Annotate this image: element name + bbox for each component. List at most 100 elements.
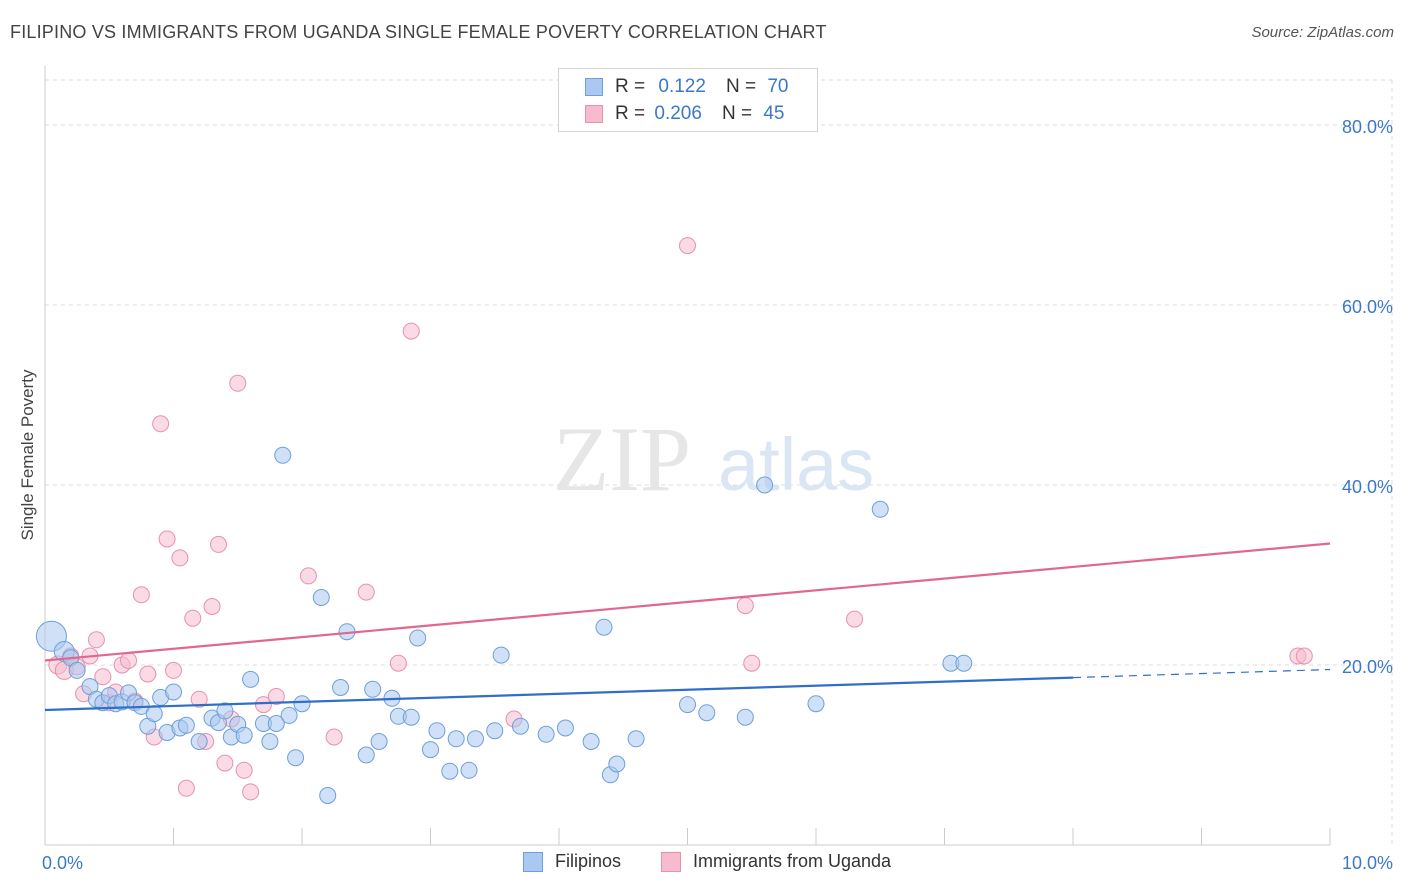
n-label: N = [725, 76, 757, 97]
filipinos-point [556, 719, 574, 737]
filipinos-point [216, 702, 234, 720]
filipinos-point [242, 670, 260, 688]
filipinos-point [537, 725, 555, 743]
filipinos-point [332, 679, 350, 696]
filipinos-point [293, 695, 311, 713]
filipinos-point [280, 706, 298, 724]
filipinos-point [466, 730, 484, 748]
series-filipinos-points [35, 446, 973, 804]
filipinos-point [165, 683, 182, 701]
axes [44, 66, 1331, 846]
uganda-point [87, 631, 105, 649]
filipinos-point [422, 741, 439, 759]
uganda-point [242, 783, 260, 801]
uganda-point [743, 654, 761, 672]
trendlines [44, 542, 1331, 712]
uganda-point [184, 609, 202, 627]
uganda-point [203, 598, 221, 615]
filipinos-point [402, 708, 420, 726]
filipinos-point [511, 717, 529, 735]
source-note: Source: ZipAtlas.com [1251, 24, 1394, 41]
filipinos-point [460, 761, 478, 779]
series-legend: Filipinos Immigrants from Uganda [0, 851, 1406, 877]
uganda-point [229, 374, 247, 392]
uganda-point [171, 549, 189, 567]
legend-swatch-filipinos [523, 851, 543, 872]
filipinos-point [428, 722, 446, 740]
filipinos-point [807, 695, 825, 713]
filipinos-point [287, 749, 305, 767]
tick-labels: 20.0% 40.0% 60.0% 80.0% 0.0% 10.0% [42, 117, 1393, 873]
filipinos-point [370, 733, 388, 750]
chart-title: FILIPINO VS IMMIGRANTS FROM UGANDA SINGL… [10, 22, 827, 42]
filipinos-point [608, 755, 626, 773]
filipinos-point [441, 762, 459, 780]
filipinos-point [871, 500, 889, 518]
filipinos-point [486, 722, 504, 740]
filipinos-point [364, 680, 382, 698]
y-tick-label: 20.0% [1342, 657, 1393, 677]
filipinos-point [447, 730, 465, 748]
legend-swatch-uganda [661, 851, 681, 872]
uganda-point [209, 535, 227, 553]
n-value: 70 [767, 76, 789, 97]
uganda-trendline [44, 542, 1331, 662]
y-tick-label: 60.0% [1342, 297, 1393, 317]
filipinos-point [409, 629, 427, 647]
uganda-point [389, 654, 407, 672]
legend-item-uganda[interactable]: Immigrants from Uganda [661, 851, 891, 872]
filipinos-trendline-extension [1072, 668, 1331, 679]
stats-row-uganda: R = 0.206 N = 45 [585, 102, 784, 126]
uganda-point [139, 665, 157, 683]
filipinos-point [274, 446, 292, 464]
filipinos-point [261, 733, 279, 750]
filipinos-point [492, 646, 510, 664]
uganda-point [846, 610, 864, 628]
r-value: 0.206 [654, 103, 702, 124]
watermark-zip: ZIP [553, 408, 691, 510]
filipinos-point [357, 746, 375, 764]
filipinos-point [679, 696, 696, 714]
swatch-uganda [585, 105, 603, 123]
legend-label-filipinos: Filipinos [555, 851, 622, 871]
uganda-point [158, 530, 176, 548]
stats-row-filipinos: R = 0.122 N = 70 [585, 75, 788, 99]
uganda-point [402, 322, 420, 340]
filipinos-point [756, 476, 774, 494]
filipinos-point [698, 704, 716, 722]
y-tick-label: 80.0% [1342, 117, 1393, 137]
uganda-point [299, 567, 317, 585]
uganda-point [152, 415, 170, 433]
r-value: 0.122 [658, 76, 706, 97]
filipinos-point [319, 787, 337, 804]
uganda-point [267, 688, 285, 705]
filipinos-trendline [44, 676, 1074, 712]
x-tick-label-max: 10.0% [1342, 853, 1393, 873]
uganda-point [216, 754, 234, 772]
watermark-atlas: atlas [718, 423, 874, 506]
uganda-point [235, 761, 253, 779]
legend-item-filipinos[interactable]: Filipinos [523, 851, 621, 872]
uganda-point [325, 728, 343, 746]
filipinos-point [235, 726, 253, 744]
uganda-point [132, 586, 150, 604]
filipinos-point [267, 715, 285, 732]
n-value: 45 [763, 103, 785, 124]
filipinos-point [190, 733, 208, 750]
uganda-point [357, 583, 375, 601]
filipinos-point [177, 716, 195, 734]
watermark: ZIP atlas [553, 408, 874, 510]
uganda-point [679, 237, 696, 255]
uganda-point [94, 668, 112, 686]
filipinos-point [595, 618, 613, 636]
uganda-point [165, 661, 182, 679]
uganda-point [1295, 647, 1313, 665]
y-tick-label: 40.0% [1342, 477, 1393, 497]
filipinos-point [145, 705, 163, 723]
legend-label-uganda: Immigrants from Uganda [693, 851, 892, 871]
uganda-point [120, 652, 138, 669]
series-uganda-points [48, 237, 1313, 801]
n-label: N = [721, 103, 753, 124]
x-tick-label-min: 0.0% [42, 853, 83, 873]
